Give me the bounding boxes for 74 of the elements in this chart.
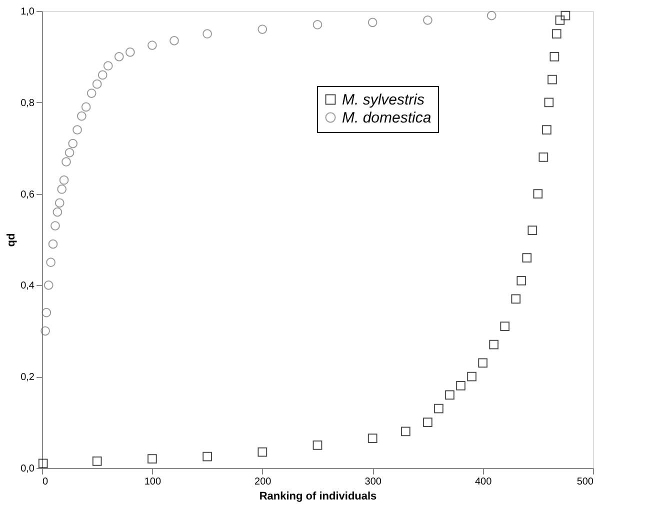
point	[59, 175, 69, 185]
point	[538, 152, 548, 162]
legend-label: M. sylvestris	[342, 92, 425, 108]
point	[86, 88, 96, 98]
point	[511, 294, 521, 304]
point	[258, 24, 268, 34]
point	[368, 434, 378, 443]
point	[542, 125, 552, 135]
point	[48, 239, 58, 249]
point	[81, 102, 91, 112]
point	[46, 258, 56, 268]
point	[423, 15, 432, 25]
point	[548, 74, 557, 84]
x-tick-label: 400	[474, 476, 492, 488]
point	[40, 326, 50, 336]
y-tick-label: 0,0	[20, 464, 35, 474]
point	[202, 29, 212, 39]
y-tick-label: 0,2	[20, 372, 35, 384]
point	[550, 52, 560, 62]
point	[62, 157, 71, 166]
point	[64, 148, 74, 158]
x-tick-label: 500	[576, 476, 594, 488]
point	[560, 10, 570, 20]
point	[42, 308, 52, 318]
point	[57, 184, 67, 194]
point	[528, 226, 538, 236]
point	[202, 452, 212, 462]
point	[522, 253, 532, 262]
x-axis-title: Ranking of individuals	[259, 490, 377, 502]
point	[103, 61, 113, 71]
point	[544, 98, 554, 108]
y-tick-label: 0,8	[20, 98, 35, 109]
x-tick-label: 300	[364, 476, 382, 488]
point	[148, 454, 157, 464]
point	[500, 322, 510, 332]
x-tick-label: 200	[254, 476, 272, 488]
point	[489, 340, 499, 350]
point	[516, 276, 526, 286]
point	[456, 381, 466, 390]
point	[92, 79, 102, 89]
point	[50, 221, 60, 230]
point	[76, 111, 86, 121]
point	[312, 440, 322, 450]
point	[467, 372, 476, 382]
point	[54, 198, 64, 208]
point	[400, 426, 410, 436]
point	[114, 52, 124, 62]
x-tick-label: 100	[144, 476, 162, 488]
point	[445, 390, 454, 400]
point	[434, 404, 444, 414]
point	[52, 207, 62, 217]
point	[368, 18, 378, 28]
y-axis-title: qd	[6, 233, 18, 247]
x-tick-label: 0	[42, 476, 48, 488]
point	[258, 447, 268, 457]
point	[125, 47, 135, 57]
point	[170, 36, 179, 46]
point	[68, 138, 78, 148]
point	[72, 125, 82, 134]
point	[423, 418, 432, 427]
point	[486, 10, 496, 20]
legend-label: M. domestica	[342, 110, 432, 126]
y-tick-label: 1,0	[20, 6, 35, 18]
y-tick-label: 0,4	[20, 280, 35, 292]
point	[552, 29, 562, 39]
point	[148, 40, 157, 50]
point	[533, 189, 543, 198]
point	[92, 456, 102, 466]
point	[478, 358, 488, 368]
point	[312, 20, 322, 30]
y-tick-label: 0,6	[20, 189, 35, 200]
point	[555, 15, 565, 25]
point	[98, 70, 108, 80]
point	[44, 280, 54, 290]
